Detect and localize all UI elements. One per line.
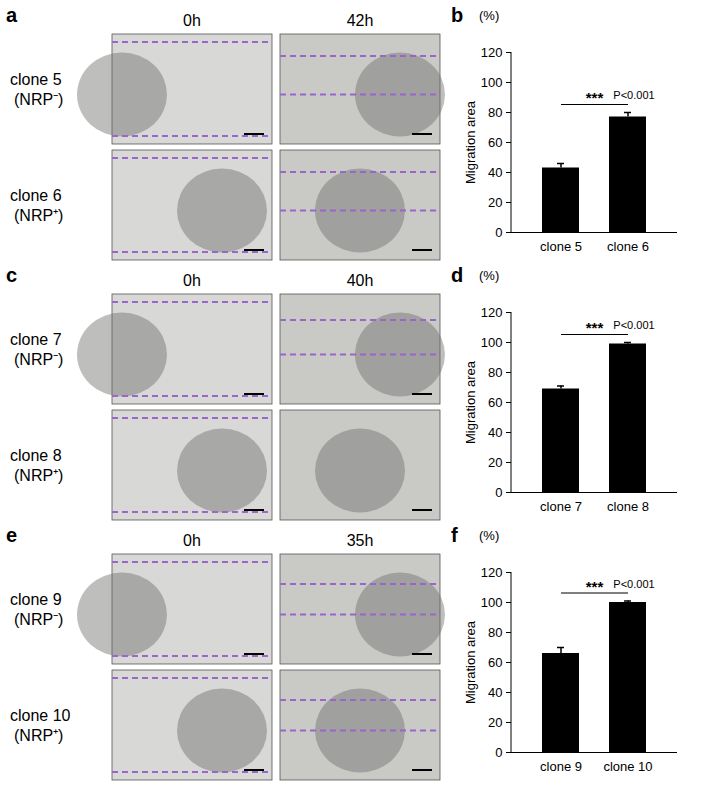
svg-text:35h: 35h <box>347 532 374 549</box>
html-text:f: f <box>451 524 458 546</box>
svg-text:0: 0 <box>495 485 502 500</box>
svg-text:100: 100 <box>481 335 503 350</box>
svg-text:clone 5: clone 5 <box>10 71 62 88</box>
svg-text:40: 40 <box>488 685 502 700</box>
svg-text:60: 60 <box>488 135 502 150</box>
svg-text:***: *** <box>586 89 604 106</box>
svg-text:clone 7: clone 7 <box>540 499 582 514</box>
svg-text:clone 6: clone 6 <box>607 239 649 254</box>
html-text:b: b <box>451 4 464 26</box>
svg-text:40: 40 <box>488 425 502 440</box>
svg-text:(NRP⁺): (NRP⁺) <box>14 207 63 224</box>
svg-text:clone 8: clone 8 <box>607 499 649 514</box>
svg-text:Migration area: Migration area <box>463 100 478 184</box>
svg-text:e: e <box>6 524 17 546</box>
svg-text:clone 8: clone 8 <box>10 447 62 464</box>
svg-text:clone 7: clone 7 <box>10 331 62 348</box>
svg-text:120: 120 <box>481 45 503 60</box>
svg-text:(NRP⁺): (NRP⁺) <box>14 467 63 484</box>
svg-text:***: *** <box>586 578 604 595</box>
svg-text:100: 100 <box>481 75 503 90</box>
svg-text:P<0.001: P<0.001 <box>613 319 654 331</box>
svg-text:(NRP⁺): (NRP⁺) <box>14 727 63 744</box>
svg-text:0h: 0h <box>183 272 201 289</box>
svg-text:clone 5: clone 5 <box>540 239 582 254</box>
svg-text:0: 0 <box>495 745 502 760</box>
svg-text:0: 0 <box>495 225 502 240</box>
svg-text:c: c <box>6 264 17 286</box>
svg-text:20: 20 <box>488 715 502 730</box>
svg-text:Migration area: Migration area <box>463 620 478 704</box>
svg-text:60: 60 <box>488 655 502 670</box>
svg-text:(NRP⁻): (NRP⁻) <box>14 91 63 108</box>
svg-text:80: 80 <box>488 105 502 120</box>
svg-text:(NRP⁻): (NRP⁻) <box>14 351 63 368</box>
svg-text:clone 9: clone 9 <box>10 591 62 608</box>
svg-text:42h: 42h <box>347 12 374 29</box>
svg-text:40h: 40h <box>347 272 374 289</box>
svg-text:clone 10: clone 10 <box>10 707 71 724</box>
html-text:d: d <box>451 264 464 286</box>
svg-text:20: 20 <box>488 195 502 210</box>
svg-text:40: 40 <box>488 165 502 180</box>
svg-text:P<0.001: P<0.001 <box>613 89 654 101</box>
svg-text:80: 80 <box>488 365 502 380</box>
svg-text:0h: 0h <box>183 532 201 549</box>
svg-text:60: 60 <box>488 395 502 410</box>
svg-text:Migration area: Migration area <box>463 360 478 444</box>
svg-text:(NRP⁻): (NRP⁻) <box>14 611 63 628</box>
svg-text:***: *** <box>586 319 604 336</box>
svg-text:clone 10: clone 10 <box>603 759 652 774</box>
svg-text:P<0.001: P<0.001 <box>613 578 654 590</box>
svg-text:20: 20 <box>488 455 502 470</box>
svg-text:clone 6: clone 6 <box>10 187 62 204</box>
svg-text:a: a <box>6 4 18 26</box>
svg-text:120: 120 <box>481 305 503 320</box>
svg-text:120: 120 <box>481 565 503 580</box>
svg-text:0h: 0h <box>183 12 201 29</box>
svg-text:80: 80 <box>488 625 502 640</box>
svg-text:clone 9: clone 9 <box>540 759 582 774</box>
svg-text:100: 100 <box>481 595 503 610</box>
